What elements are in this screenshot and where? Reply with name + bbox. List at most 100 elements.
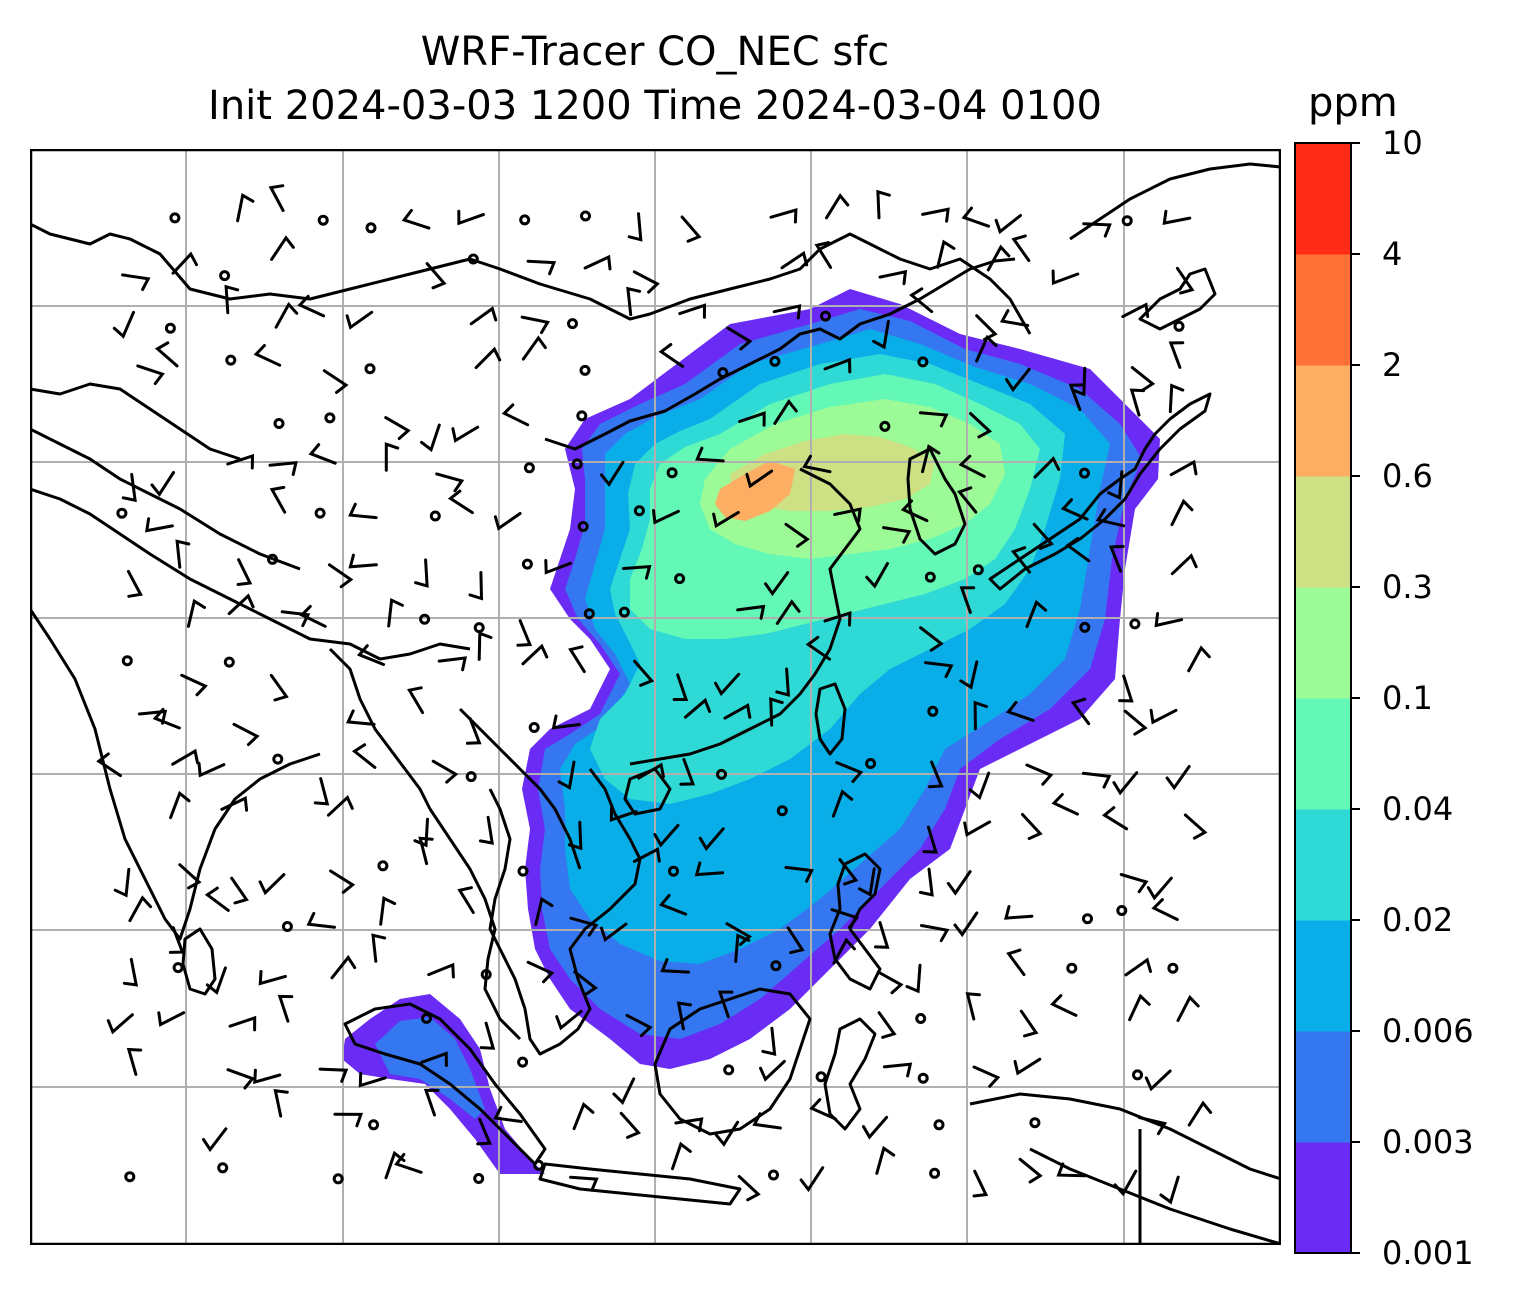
wind-barb bbox=[308, 443, 337, 465]
wind-barb bbox=[723, 703, 752, 720]
wind-barb bbox=[1183, 813, 1208, 840]
wind-barb bbox=[1006, 700, 1035, 722]
wind-barb bbox=[226, 1068, 255, 1090]
wind-barb bbox=[1151, 898, 1179, 921]
wind-barb bbox=[622, 564, 652, 580]
wind-barb bbox=[969, 412, 993, 439]
wind-barb bbox=[780, 250, 809, 270]
wind-barb bbox=[872, 319, 890, 350]
wind-barb bbox=[1187, 645, 1211, 673]
wind-barb bbox=[152, 707, 181, 730]
wind-barb bbox=[236, 558, 253, 586]
wind-barb bbox=[865, 562, 889, 589]
wind-barb bbox=[961, 206, 990, 228]
wind-barb bbox=[227, 593, 255, 616]
wind-barb bbox=[773, 399, 798, 425]
wind-barb bbox=[714, 672, 741, 697]
wind-barb bbox=[769, 207, 798, 224]
wind-barb bbox=[126, 1047, 143, 1076]
wind-barb bbox=[501, 403, 530, 427]
laos-border bbox=[458, 707, 582, 870]
wind-barb bbox=[799, 1166, 825, 1193]
wind-barb bbox=[823, 611, 852, 627]
china-coast bbox=[629, 467, 862, 766]
wind-barb bbox=[474, 346, 502, 370]
wind-barb bbox=[936, 239, 956, 269]
wind-barb bbox=[1112, 771, 1139, 796]
wind-barb bbox=[671, 1141, 692, 1171]
calm-wind-marker bbox=[225, 354, 237, 366]
wind-barb bbox=[493, 512, 522, 531]
wind-barb bbox=[274, 301, 299, 329]
map-title: WRF-Tracer CO_NEC sfc bbox=[420, 29, 890, 75]
wind-barb bbox=[171, 748, 199, 766]
calm-wind-marker bbox=[473, 1173, 485, 1184]
wind-barb bbox=[1065, 537, 1091, 563]
calm-wind-marker bbox=[219, 270, 231, 282]
wind-barb bbox=[1107, 470, 1124, 500]
wind-barb bbox=[975, 314, 998, 341]
wind-barb bbox=[825, 193, 850, 220]
wind-barb bbox=[1060, 498, 1089, 521]
wind-barbs bbox=[96, 184, 1213, 1205]
wind-barb bbox=[632, 846, 661, 863]
calm-wind-marker bbox=[124, 1171, 136, 1183]
wind-barb bbox=[526, 259, 557, 276]
wind-barb bbox=[921, 444, 941, 474]
colorbar-block bbox=[1295, 1031, 1351, 1143]
wind-barb bbox=[273, 1088, 289, 1118]
wind-barb bbox=[1146, 876, 1173, 901]
wind-barb bbox=[698, 827, 725, 852]
wind-barb bbox=[420, 423, 441, 453]
wind-barb bbox=[695, 446, 725, 463]
wind-barb bbox=[169, 790, 191, 820]
wind-barb bbox=[626, 286, 642, 317]
wind-barb bbox=[468, 571, 484, 601]
wind-barb bbox=[520, 315, 550, 335]
wind-barb bbox=[384, 442, 400, 472]
wind-barb bbox=[394, 1153, 423, 1174]
wind-barb bbox=[919, 626, 944, 652]
wind-barb bbox=[348, 553, 378, 569]
wind-barb bbox=[384, 416, 411, 440]
wind-barb bbox=[918, 411, 949, 428]
thailand-coast bbox=[428, 808, 522, 1041]
wind-barb bbox=[953, 911, 979, 938]
wind-barb bbox=[345, 310, 374, 330]
wind-barb bbox=[1165, 765, 1191, 791]
new-guinea-south bbox=[1029, 1147, 1281, 1245]
calm-wind-marker bbox=[915, 1013, 927, 1024]
wind-barb bbox=[1108, 544, 1125, 573]
wind-barb bbox=[678, 303, 707, 319]
colorbar-tick-label: 2 bbox=[1382, 346, 1403, 384]
calm-wind-marker bbox=[929, 1167, 941, 1179]
wind-barb bbox=[1005, 367, 1031, 393]
wind-barb bbox=[330, 954, 357, 980]
wind-barb bbox=[772, 304, 802, 320]
wind-barb bbox=[401, 208, 431, 230]
wind-barb bbox=[1154, 612, 1184, 628]
calm-wind-marker bbox=[365, 222, 377, 234]
wind-barb bbox=[145, 517, 174, 533]
wind-barb bbox=[986, 244, 1011, 272]
wind-barb bbox=[126, 569, 143, 598]
wind-barb bbox=[197, 761, 226, 778]
calm-wind-marker bbox=[717, 367, 729, 379]
calm-wind-marker bbox=[723, 1064, 735, 1076]
wind-barb bbox=[725, 922, 752, 946]
colorbar bbox=[1294, 142, 1360, 1254]
wind-barb bbox=[609, 806, 638, 822]
wind-barb bbox=[874, 921, 890, 949]
wind-barb bbox=[658, 894, 688, 916]
wind-barb bbox=[1032, 522, 1055, 550]
calm-wind-marker bbox=[1173, 320, 1185, 332]
wind-barb bbox=[805, 635, 832, 661]
wind-barb bbox=[407, 686, 425, 715]
wind-barb bbox=[387, 597, 404, 628]
map-subtitle: Init 2024-03-03 1200 Time 2024-03-04 010… bbox=[208, 83, 1102, 129]
concentration-field bbox=[342, 289, 1160, 1174]
calm-wind-marker bbox=[618, 606, 630, 618]
wind-barb bbox=[876, 189, 891, 220]
wind-barb bbox=[568, 645, 586, 674]
wind-barb bbox=[918, 867, 934, 897]
